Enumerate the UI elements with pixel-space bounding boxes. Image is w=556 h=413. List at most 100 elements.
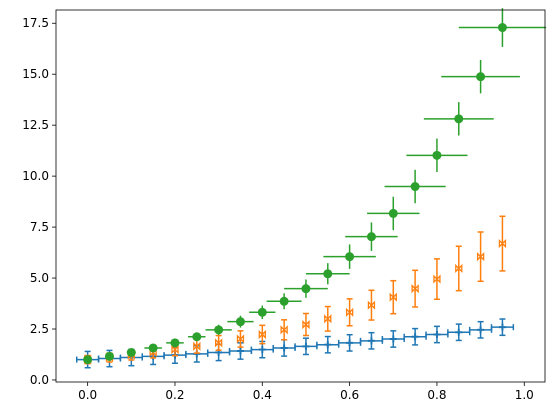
y-tick-label: 7.5 xyxy=(30,220,49,234)
circle-marker xyxy=(497,23,507,33)
data-point xyxy=(323,244,376,269)
bowtie-marker xyxy=(433,274,441,284)
circle-marker xyxy=(454,114,464,124)
data-point xyxy=(280,319,288,341)
bowtie-marker xyxy=(498,239,507,249)
data-point xyxy=(423,102,494,136)
circle-marker xyxy=(366,232,376,242)
circle-marker xyxy=(126,347,136,357)
x-tick-label: 0.2 xyxy=(165,388,184,402)
circle-marker xyxy=(214,325,224,335)
y-tick-label: 0.0 xyxy=(30,373,49,387)
bowtie-marker xyxy=(302,319,310,330)
bowtie-marker xyxy=(193,341,201,351)
data-point xyxy=(284,279,328,298)
bowtie-marker xyxy=(411,284,419,294)
circle-marker xyxy=(192,332,202,342)
bowtie-marker xyxy=(258,329,266,340)
data-point xyxy=(214,334,223,351)
data-point xyxy=(305,263,350,285)
bowtie-marker xyxy=(214,338,223,348)
data-point xyxy=(166,338,184,348)
bowtie-marker xyxy=(345,307,354,317)
circle-marker xyxy=(235,317,245,327)
data-point xyxy=(126,347,136,357)
data-point xyxy=(227,315,254,328)
circle-marker xyxy=(432,150,442,160)
data-point xyxy=(389,279,397,315)
series-layer xyxy=(75,8,547,369)
data-point xyxy=(441,59,520,94)
data-point xyxy=(345,298,354,327)
bowtie-marker xyxy=(280,325,288,335)
data-point xyxy=(236,330,245,348)
y-tick-label: 17.5 xyxy=(22,16,49,30)
data-point xyxy=(468,320,493,339)
y-tick-label: 15.0 xyxy=(22,67,49,81)
circle-marker xyxy=(257,307,267,317)
circle-marker xyxy=(388,208,398,218)
y-tick-label: 12.5 xyxy=(22,118,49,132)
circle-marker xyxy=(83,355,93,365)
data-point xyxy=(406,138,468,173)
data-point xyxy=(83,355,93,365)
data-point xyxy=(258,324,266,345)
circle-marker xyxy=(104,351,114,361)
circle-marker xyxy=(476,72,486,82)
data-point xyxy=(294,337,318,356)
data-point xyxy=(205,324,232,335)
data-point xyxy=(476,231,485,283)
x-tick-label: 0.4 xyxy=(253,388,272,402)
data-point xyxy=(498,215,507,272)
data-point xyxy=(490,318,515,337)
series-3 xyxy=(83,8,547,365)
bowtie-marker xyxy=(324,314,332,324)
data-point xyxy=(188,332,206,342)
y-tick-label: 10.0 xyxy=(22,169,49,183)
bowtie-marker xyxy=(476,252,485,262)
circle-marker xyxy=(345,252,355,262)
bowtie-marker xyxy=(171,345,179,355)
data-point xyxy=(455,245,463,292)
series-2 xyxy=(84,215,507,365)
data-point xyxy=(447,323,471,342)
data-point xyxy=(302,312,310,337)
bowtie-marker xyxy=(236,334,245,344)
data-point xyxy=(266,293,302,310)
circle-marker xyxy=(148,343,158,353)
data-point xyxy=(272,339,296,357)
axes-layer: 0.0 0.2 0.4 0.6 0.8 1.0 0.0 2.5 5.0 7.5 10.0 12.5 15… xyxy=(22,9,546,402)
bowtie-marker xyxy=(367,300,376,310)
circle-marker xyxy=(170,338,180,348)
data-point xyxy=(367,196,420,231)
y-tick-label: 5.0 xyxy=(30,271,49,285)
data-point xyxy=(104,351,114,361)
x-tick-label: 0.8 xyxy=(427,388,446,402)
data-point xyxy=(403,327,427,346)
circle-marker xyxy=(410,182,420,192)
bowtie-marker xyxy=(389,292,397,302)
series-1 xyxy=(75,318,515,369)
x-tick-label: 1.0 xyxy=(515,388,534,402)
circle-marker xyxy=(279,296,289,306)
data-point xyxy=(425,325,449,344)
data-point xyxy=(433,258,441,300)
data-point xyxy=(381,330,405,348)
data-point xyxy=(411,269,419,308)
x-tick-label: 0.6 xyxy=(340,388,359,402)
bowtie-marker xyxy=(455,263,463,274)
data-point xyxy=(337,333,362,352)
data-point xyxy=(249,305,276,320)
data-point xyxy=(384,169,446,204)
data-point xyxy=(367,289,376,321)
data-point xyxy=(345,222,398,251)
data-point xyxy=(359,331,384,350)
y-tick-label: 2.5 xyxy=(30,322,49,336)
axes-frame xyxy=(55,9,546,383)
circle-marker xyxy=(301,284,311,294)
data-point xyxy=(324,305,332,332)
x-tick-label: 0.0 xyxy=(78,388,97,402)
data-point xyxy=(144,343,162,353)
data-point xyxy=(316,335,340,354)
